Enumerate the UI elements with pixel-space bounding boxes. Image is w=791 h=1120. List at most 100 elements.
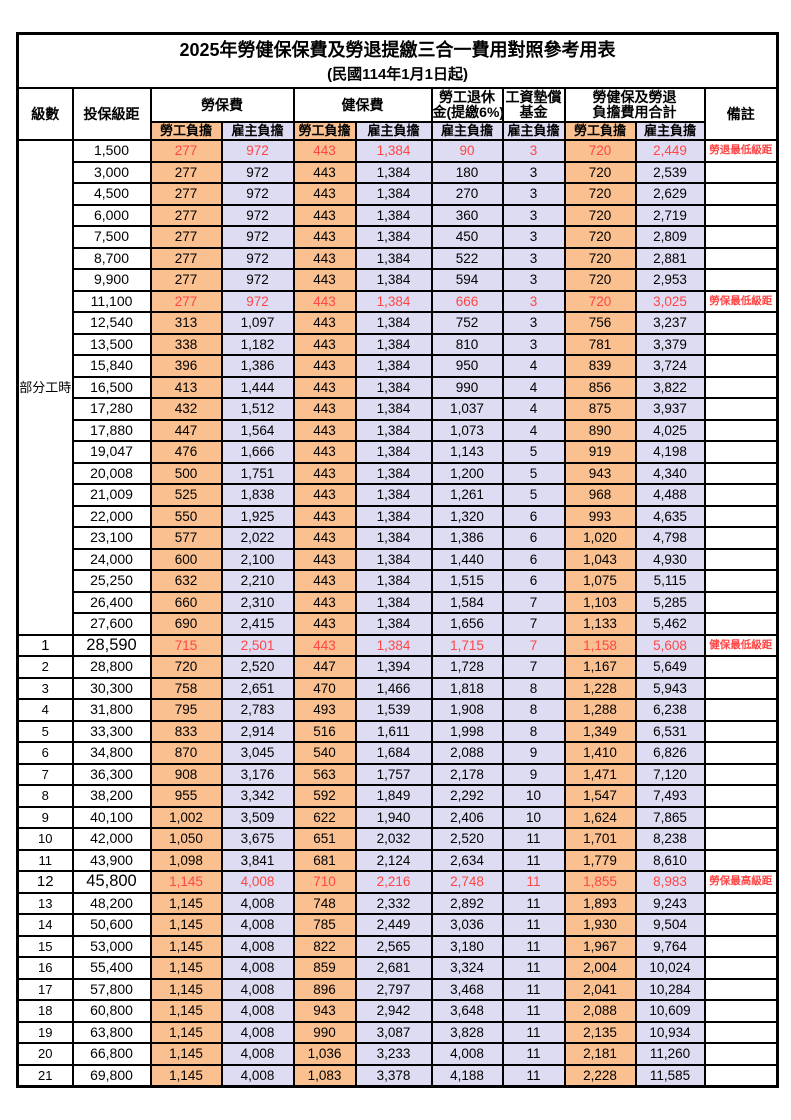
cell-wage-fund-employer: 3 <box>501 139 566 163</box>
group-header-wage-fund-line2: 基金 <box>519 104 548 120</box>
cell-labor-employer: 3,176 <box>220 762 295 786</box>
cell-note <box>703 848 779 872</box>
cell-labor-employee: 500 <box>149 461 223 485</box>
cell-total-employee: 720 <box>563 246 637 270</box>
cell-insured-bracket: 30,300 <box>71 676 152 700</box>
cell-note <box>703 418 779 442</box>
cell-total-employer: 3,937 <box>634 397 706 421</box>
cell-pension-employer: 1,715 <box>430 633 504 657</box>
cell-pension-employer: 1,073 <box>430 418 504 442</box>
cell-total-employer: 4,488 <box>634 483 706 507</box>
cell-health-employee: 540 <box>292 741 357 765</box>
cell-health-employer: 2,332 <box>354 891 433 915</box>
cell-pension-employer: 1,386 <box>430 526 504 550</box>
cell-labor-employee: 577 <box>149 526 223 550</box>
table-row: 2 28,800 720 2,520 447 1,394 1,728 7 1,167 5,649 <box>16 655 779 679</box>
cell-health-employer: 1,384 <box>354 375 433 399</box>
table-row: 4,500 277 972 443 1,384 270 3 720 2,629 <box>18 182 779 206</box>
cell-wage-fund-employer: 7 <box>501 633 566 657</box>
cell-note <box>703 354 779 378</box>
cell-total-employee: 756 <box>563 311 637 335</box>
cell-note <box>703 268 779 292</box>
cell-health-employee: 748 <box>292 891 357 915</box>
cell-wage-fund-employer: 11 <box>501 999 566 1023</box>
cell-pension-employer: 3,828 <box>430 1020 504 1044</box>
cell-note <box>703 1020 779 1044</box>
cell-insured-bracket: 6,000 <box>71 203 152 227</box>
cell-health-employee: 443 <box>292 440 357 464</box>
cell-total-employee: 1,701 <box>563 827 637 851</box>
cell-labor-employer: 4,008 <box>220 956 295 980</box>
table-row: 12 45,800 1,145 4,008 710 2,216 2,748 11 1,855 8,… <box>16 870 779 894</box>
table-row: 16,500 413 1,444 443 1,384 990 4 856 3,822 <box>18 375 779 399</box>
cell-total-employer: 3,025 <box>634 289 706 313</box>
cell-labor-employee: 1,145 <box>149 891 223 915</box>
cell-health-employer: 1,384 <box>354 526 433 550</box>
table-row: 17,280 432 1,512 443 1,384 1,037 4 875 3,937 <box>18 397 779 421</box>
cell-insured-bracket: 13,500 <box>71 332 152 356</box>
cell-total-employer: 2,539 <box>634 160 706 184</box>
table-row: 20,008 500 1,751 443 1,384 1,200 5 943 4,340 <box>18 461 779 485</box>
table-row: 5 33,300 833 2,914 516 1,611 1,998 8 1,349 6,531 <box>16 719 779 743</box>
table-row: 21 69,800 1,145 4,008 1,083 3,378 4,188 11 2,228… <box>16 1063 779 1088</box>
table-row: 9,900 277 972 443 1,384 594 3 720 2,953 <box>18 268 779 292</box>
cell-labor-employee: 396 <box>149 354 223 378</box>
cell-pension-employer: 1,200 <box>430 461 504 485</box>
cell-wage-fund-employer: 3 <box>501 268 566 292</box>
table-body: 部分工時 1,500 277 972 443 1,384 90 3 720 2,449 勞退最低級距… <box>16 139 779 1088</box>
cell-wage-fund-employer: 3 <box>501 332 566 356</box>
cell-note <box>703 655 779 679</box>
cell-note <box>703 698 779 722</box>
cell-insured-bracket: 48,200 <box>71 891 152 915</box>
cell-health-employee: 443 <box>292 504 357 528</box>
subheader-total-employee: 勞工負擔 <box>563 121 637 141</box>
table-row: 1 28,590 715 2,501 443 1,384 1,715 7 1,158 5,608 健… <box>16 633 779 657</box>
cell-health-employee: 443 <box>292 311 357 335</box>
cell-labor-employee: 955 <box>149 784 223 808</box>
cell-total-employer: 7,493 <box>634 784 706 808</box>
cell-health-employee: 443 <box>292 633 357 657</box>
cell-total-employee: 1,471 <box>563 762 637 786</box>
cell-labor-employer: 972 <box>220 139 295 163</box>
cell-pension-employer: 1,728 <box>430 655 504 679</box>
cell-total-employee: 1,893 <box>563 891 637 915</box>
cell-note <box>703 977 779 1001</box>
cell-total-employer: 2,719 <box>634 203 706 227</box>
cell-level: 8 <box>16 784 74 808</box>
cell-total-employer: 6,531 <box>634 719 706 743</box>
table-row: 15,840 396 1,386 443 1,384 950 4 839 3,724 <box>18 354 779 378</box>
cell-pension-employer: 2,520 <box>430 827 504 851</box>
cell-pension-employer: 990 <box>430 375 504 399</box>
cell-health-employee: 563 <box>292 762 357 786</box>
cell-total-employee: 1,410 <box>563 741 637 765</box>
cell-insured-bracket: 50,600 <box>71 913 152 937</box>
table-row: 19 63,800 1,145 4,008 990 3,087 3,828 11 2,135 10… <box>16 1020 779 1044</box>
table-row: 17 57,800 1,145 4,008 896 2,797 3,468 11 2,041 10… <box>16 977 779 1001</box>
cell-labor-employer: 4,008 <box>220 999 295 1023</box>
cell-labor-employer: 4,008 <box>220 913 295 937</box>
cell-labor-employer: 3,045 <box>220 741 295 765</box>
cell-health-employee: 443 <box>292 268 357 292</box>
cell-wage-fund-employer: 4 <box>501 397 566 421</box>
table-row: 18 60,800 1,145 4,008 943 2,942 3,648 11 2,088 10… <box>16 999 779 1023</box>
cell-pension-employer: 522 <box>430 246 504 270</box>
cell-wage-fund-employer: 3 <box>501 160 566 184</box>
table-row: 23,100 577 2,022 443 1,384 1,386 6 1,020 4,798 <box>18 526 779 550</box>
cell-total-employer: 7,120 <box>634 762 706 786</box>
cell-pension-employer: 1,037 <box>430 397 504 421</box>
cell-total-employee: 2,004 <box>563 956 637 980</box>
cell-wage-fund-employer: 9 <box>501 741 566 765</box>
cell-pension-employer: 2,088 <box>430 741 504 765</box>
cell-pension-employer: 1,143 <box>430 440 504 464</box>
cell-labor-employer: 2,022 <box>220 526 295 550</box>
cell-wage-fund-employer: 11 <box>501 1063 566 1088</box>
cell-labor-employer: 972 <box>220 225 295 249</box>
cell-note <box>703 999 779 1023</box>
cell-pension-employer: 3,180 <box>430 934 504 958</box>
cell-total-employee: 839 <box>563 354 637 378</box>
cell-health-employer: 1,384 <box>354 225 433 249</box>
cell-insured-bracket: 34,800 <box>71 741 152 765</box>
cell-health-employee: 943 <box>292 999 357 1023</box>
cell-labor-employer: 2,501 <box>220 633 295 657</box>
